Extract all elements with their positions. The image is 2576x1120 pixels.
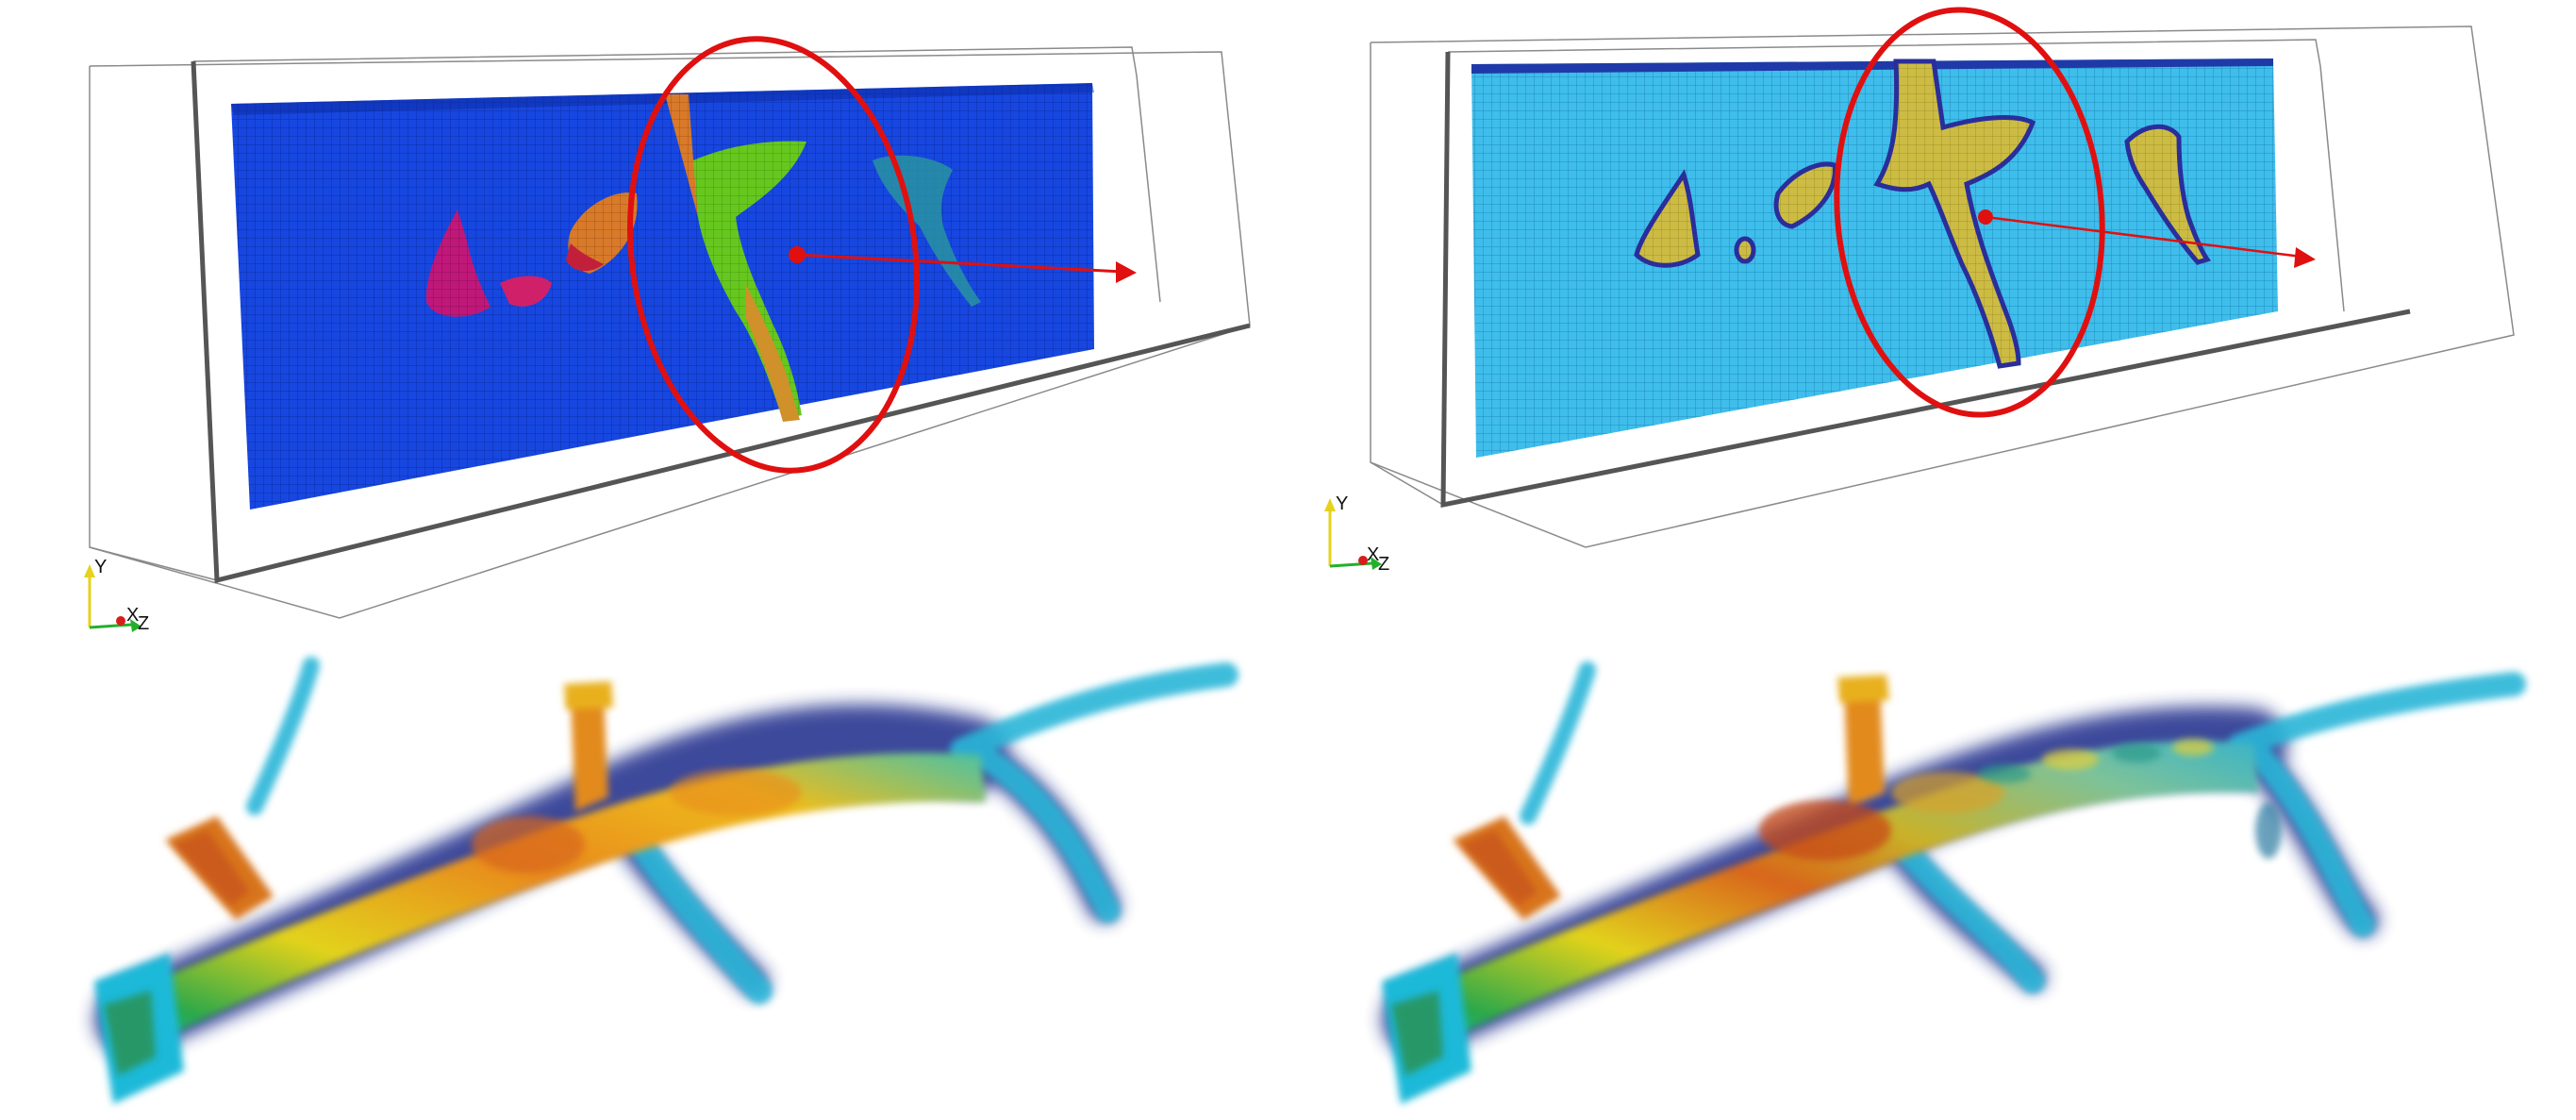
vessel-volume-render <box>1382 661 2526 1104</box>
top-left-voxel-render: Y X Z <box>84 36 1251 634</box>
x-axis-label: X <box>1367 544 1379 565</box>
vessel-volume-render <box>94 657 1238 1104</box>
voxel-block <box>1471 59 2278 458</box>
highlight-circle <box>1834 7 2105 418</box>
z-axis-label: Z <box>1378 554 1389 575</box>
axis-triad: Y X Z <box>84 557 149 634</box>
probe-arrow <box>789 246 1137 283</box>
z-axis-label: Z <box>138 613 149 634</box>
bottom-right-vessel-panel <box>1288 642 2576 1120</box>
bottom-left-vessel-render <box>94 657 1238 1104</box>
segmented-structures <box>1634 59 2212 369</box>
highlight-circle <box>627 36 920 474</box>
y-axis-label: Y <box>94 557 107 577</box>
bounding-box-wireframe <box>1370 25 2515 548</box>
top-left-voxel-panel: Y X Z <box>0 0 1288 642</box>
top-right-voxel-render: Y X Z <box>1324 7 2515 575</box>
probe-arrow <box>1978 209 2316 268</box>
y-axis-label: Y <box>1336 493 1348 514</box>
segmented-structures <box>425 94 981 422</box>
axis-triad: Y X Z <box>1324 493 1389 575</box>
bottom-right-vessel-render <box>1382 661 2526 1104</box>
x-axis-label: X <box>126 605 139 626</box>
top-right-voxel-panel: Y X Z <box>1288 0 2576 642</box>
bottom-left-vessel-panel <box>0 642 1288 1120</box>
